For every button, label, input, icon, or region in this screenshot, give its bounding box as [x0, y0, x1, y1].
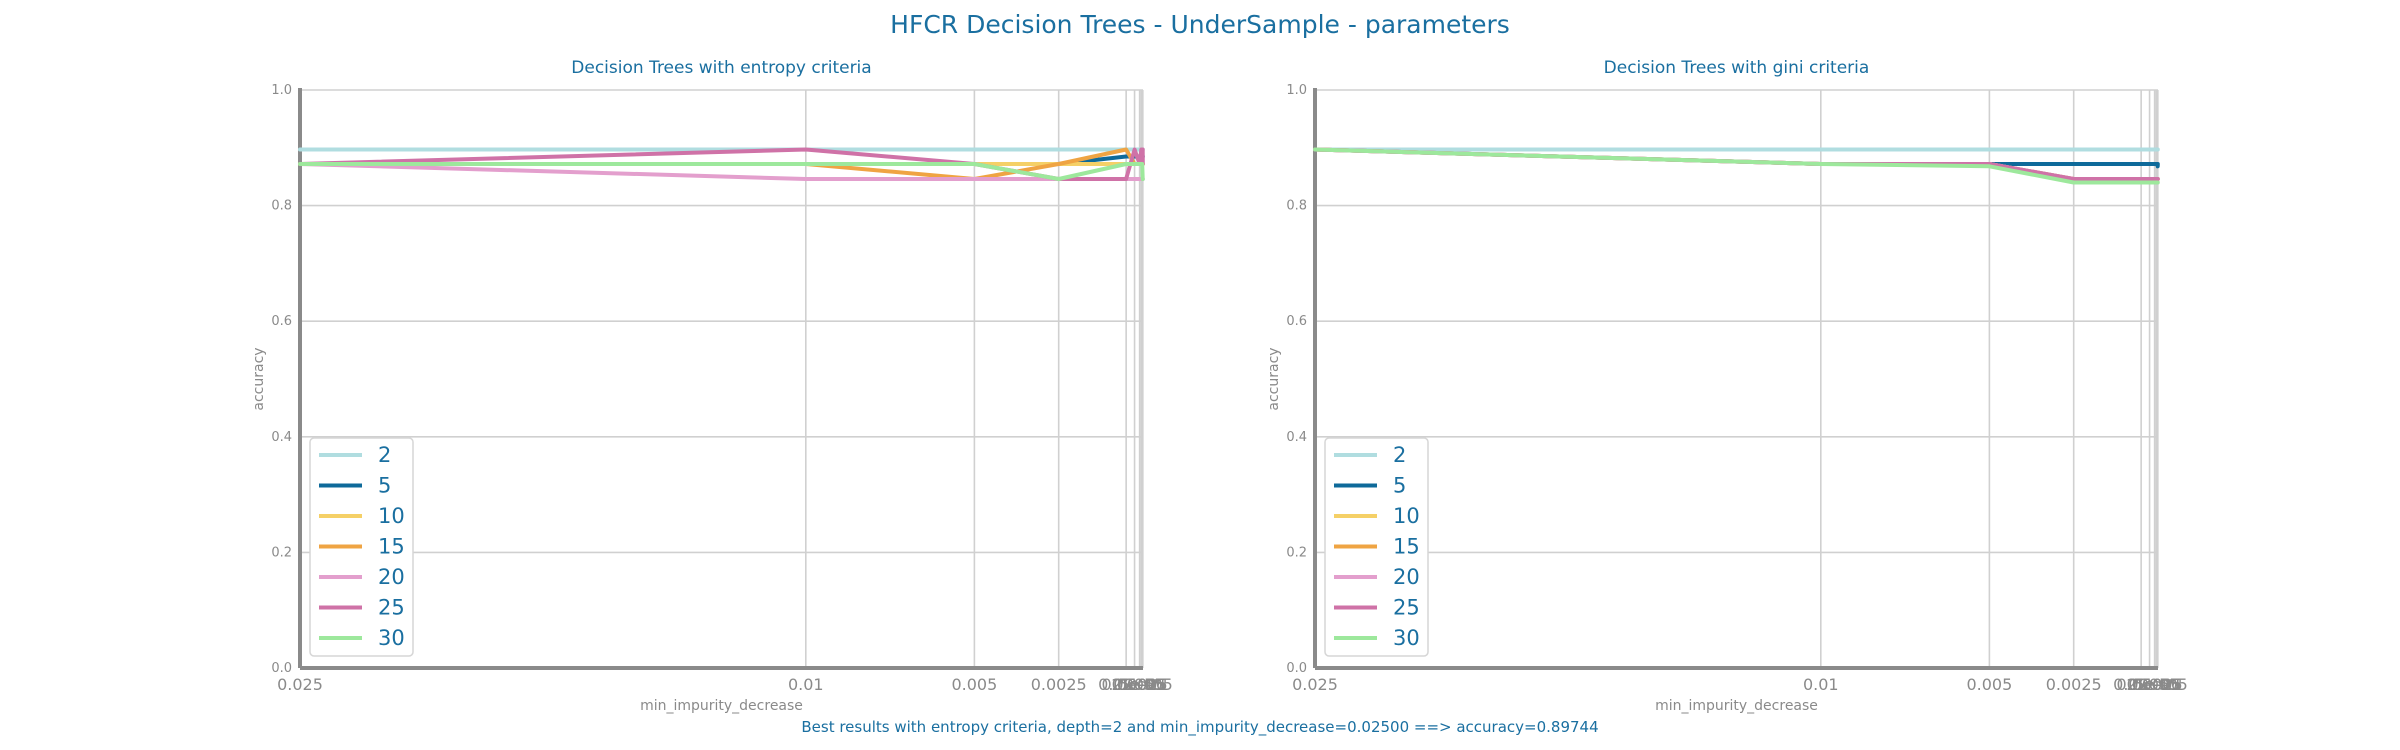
- entropy-xtick-label: 0.025: [277, 675, 323, 694]
- best-result-caption: Best results with entropy criteria, dept…: [801, 718, 1599, 736]
- entropy-ytick-label: 0.0: [271, 661, 292, 676]
- entropy-xtick-label: 0.0005: [1098, 675, 1154, 694]
- gini-legend-label: 5: [1393, 474, 1406, 498]
- gini-legend-label: 25: [1393, 596, 1420, 620]
- entropy-xtick-label: 0.0025: [1031, 675, 1087, 694]
- gini-xtick-label: 0.01: [1803, 675, 1839, 694]
- gini-xtick-label: 0.0001: [2127, 675, 2183, 694]
- gini-xtick-label: 0.005: [1966, 675, 2012, 694]
- gini-legend-label: 2: [1393, 443, 1406, 467]
- entropy-xtick-label: 5e-05: [1118, 675, 1164, 694]
- entropy-ytick-label: 0.6: [271, 314, 292, 329]
- gini-y-axis-label: accuracy: [1266, 347, 1282, 410]
- entropy-ytick-label: 1.0: [271, 83, 292, 98]
- gini-legend-label: 10: [1393, 504, 1420, 528]
- gini-ytick-label: 0.8: [1286, 199, 1307, 214]
- gini-xtick-label: 2.5e-05: [2126, 675, 2187, 694]
- gini-x-axis-label: min_impurity_decrease: [1655, 698, 1818, 714]
- entropy-series-line-30: [298, 162, 1145, 181]
- gini-series-line-30: [1313, 147, 2160, 185]
- gini-ytick-label: 0.2: [1286, 545, 1307, 560]
- gini-panel-title: Decision Trees with gini criteria: [1604, 58, 1870, 78]
- entropy-xtick-label: 1e-05: [1120, 675, 1166, 694]
- entropy-chart-panel: 0.0 0.2 0.4 0.6 0.8 1.0 0.025 0.01 0.005 0.0025 0.…: [251, 58, 1173, 714]
- entropy-legend-label: 25: [378, 596, 405, 620]
- entropy-xtick-label: 0.005: [951, 675, 997, 694]
- gini-ytick-label: 0.6: [1286, 314, 1307, 329]
- figure-title: HFCR Decision Trees - UnderSample - para…: [890, 10, 1510, 39]
- entropy-ytick-label: 0.2: [271, 545, 292, 560]
- gini-xtick-label: 5e-06: [2135, 675, 2181, 694]
- entropy-xtick-label: 5e-06: [1120, 675, 1166, 694]
- entropy-legend-label: 5: [378, 474, 391, 498]
- gini-xtick-label: 0.0005: [2113, 675, 2169, 694]
- entropy-xtick-label: 0.00025: [1101, 675, 1167, 694]
- gini-xtick-label: 1e-05: [2135, 675, 2181, 694]
- entropy-ytick-label: 0.4: [271, 430, 292, 445]
- entropy-x-axis-label: min_impurity_decrease: [640, 698, 803, 714]
- entropy-ytick-label: 0.8: [271, 199, 292, 214]
- entropy-legend-label: 20: [378, 565, 405, 589]
- gini-legend-label: 15: [1393, 535, 1420, 559]
- entropy-legend-label: 15: [378, 535, 405, 559]
- gini-legend-label: 20: [1393, 565, 1420, 589]
- entropy-xtick-label: 0.01: [788, 675, 824, 694]
- gini-xtick-label: 0.00025: [2116, 675, 2182, 694]
- entropy-xtick-label: 2.5e-05: [1111, 675, 1172, 694]
- entropy-legend-label: 2: [378, 443, 391, 467]
- gini-ytick-label: 0.4: [1286, 430, 1307, 445]
- gini-xtick-label: 5e-05: [2133, 675, 2179, 694]
- entropy-series-line-25: [298, 147, 1145, 181]
- gini-legend-label: 30: [1393, 626, 1420, 650]
- gini-chart-panel: 0.0 0.2 0.4 0.6 0.8 1.0 0.025 0.01 0.005 0.0025 0.…: [1266, 58, 2188, 714]
- gini-ytick-label: 1.0: [1286, 83, 1307, 98]
- entropy-panel-title: Decision Trees with entropy criteria: [571, 58, 871, 78]
- gini-xtick-label: 0.0025: [2046, 675, 2102, 694]
- entropy-y-axis-label: accuracy: [251, 347, 267, 410]
- gini-xtick-label: 0.025: [1292, 675, 1338, 694]
- gini-ytick-label: 0.0: [1286, 661, 1307, 676]
- entropy-legend-label: 30: [378, 626, 405, 650]
- entropy-legend-label: 10: [378, 504, 405, 528]
- entropy-xtick-label: 0.0001: [1112, 675, 1168, 694]
